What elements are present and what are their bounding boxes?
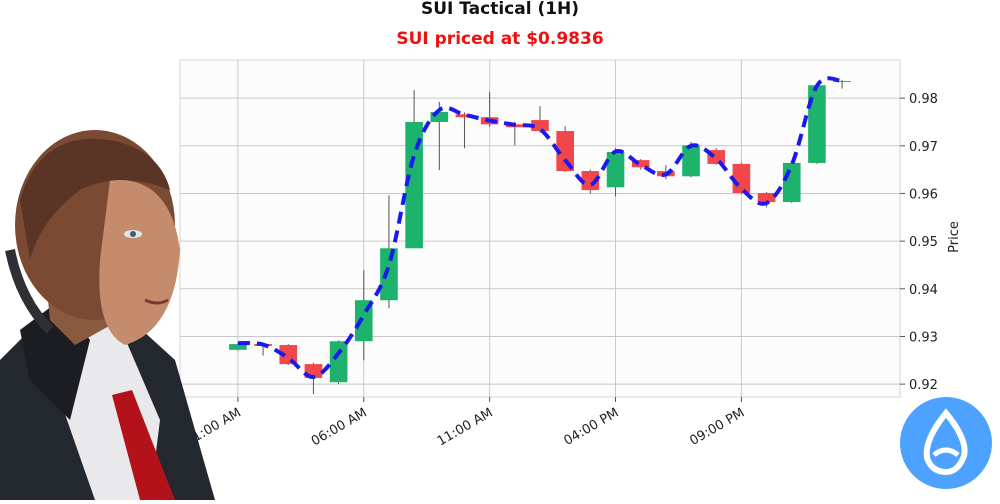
candle-body xyxy=(606,151,625,188)
chart-title: SUI Tactical (1H) xyxy=(421,0,579,19)
candle-body xyxy=(455,114,474,118)
sui-logo[interactable] xyxy=(900,397,992,489)
candle-body xyxy=(682,145,700,177)
y-axis-label: Price xyxy=(947,221,962,253)
y-tick-label: 0.97 xyxy=(909,140,938,155)
y-tick-label: 0.94 xyxy=(909,283,938,298)
candle-body xyxy=(808,85,826,163)
x-tick-label: 04:00 PM xyxy=(561,405,621,448)
candle-body xyxy=(631,160,650,168)
chart-subtitle: SUI priced at $0.9836 xyxy=(396,29,603,49)
y-tick-label: 0.95 xyxy=(909,235,938,250)
candle-body xyxy=(581,171,600,191)
candle-body xyxy=(430,111,449,122)
candle-body xyxy=(329,341,348,383)
candle-body xyxy=(531,120,549,132)
overlay-line xyxy=(237,76,843,379)
candle-body xyxy=(556,131,574,172)
robot-illustration xyxy=(0,130,215,500)
candle-body xyxy=(405,121,423,249)
candle-body xyxy=(732,163,751,193)
y-tick-label: 0.92 xyxy=(909,378,938,393)
candle-body xyxy=(229,344,247,350)
marks xyxy=(229,76,851,395)
candle-body xyxy=(782,162,801,203)
grid xyxy=(180,60,905,402)
x-tick-label: 09:00 PM xyxy=(687,405,747,448)
x-tick-label: 11:00 AM xyxy=(435,405,496,449)
candle-body xyxy=(757,192,776,203)
y-tick-label: 0.98 xyxy=(909,92,938,107)
y-tick-label: 0.96 xyxy=(909,187,938,202)
x-tick-label: 06:00 AM xyxy=(309,405,370,449)
candle-body xyxy=(380,248,398,301)
y-tick-label: 0.93 xyxy=(909,330,938,345)
candle-body xyxy=(833,80,851,82)
